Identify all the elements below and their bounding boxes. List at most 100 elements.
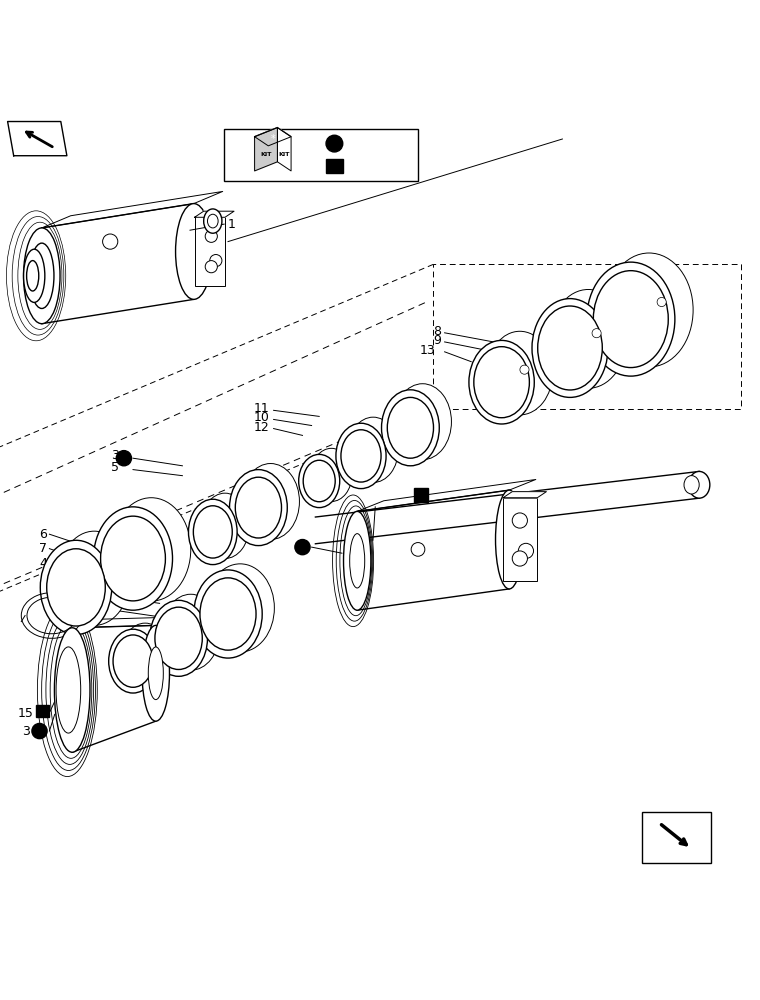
Circle shape	[657, 297, 667, 307]
Ellipse shape	[201, 493, 249, 559]
Ellipse shape	[473, 347, 530, 418]
Circle shape	[592, 329, 601, 338]
Ellipse shape	[242, 464, 299, 540]
Ellipse shape	[40, 540, 112, 635]
Ellipse shape	[236, 477, 281, 538]
Ellipse shape	[311, 448, 352, 502]
Ellipse shape	[24, 228, 60, 324]
Ellipse shape	[303, 460, 335, 502]
Ellipse shape	[194, 570, 262, 658]
Bar	[36, 705, 49, 717]
Ellipse shape	[538, 306, 602, 390]
Polygon shape	[503, 492, 546, 498]
Ellipse shape	[150, 600, 207, 676]
Ellipse shape	[46, 549, 106, 626]
Ellipse shape	[109, 629, 157, 693]
Ellipse shape	[56, 647, 81, 733]
Text: 10: 10	[254, 411, 270, 424]
Text: = 2: = 2	[350, 139, 369, 149]
Ellipse shape	[121, 623, 169, 687]
Circle shape	[32, 723, 47, 739]
Ellipse shape	[336, 423, 386, 489]
Text: 15: 15	[17, 707, 33, 720]
Circle shape	[520, 365, 529, 374]
Ellipse shape	[205, 261, 217, 273]
Text: 8: 8	[432, 325, 441, 338]
Ellipse shape	[206, 564, 274, 652]
Ellipse shape	[344, 511, 371, 610]
Text: 3: 3	[23, 725, 30, 738]
Circle shape	[103, 234, 118, 249]
Ellipse shape	[162, 594, 220, 670]
Bar	[326, 159, 343, 173]
Ellipse shape	[113, 635, 153, 687]
Ellipse shape	[205, 230, 217, 242]
Ellipse shape	[689, 471, 710, 498]
Ellipse shape	[394, 384, 451, 460]
Text: 6: 6	[40, 528, 47, 541]
Text: 4: 4	[40, 557, 47, 570]
Ellipse shape	[112, 498, 191, 601]
Ellipse shape	[55, 628, 90, 752]
Bar	[224, 129, 418, 181]
Text: 3: 3	[112, 449, 119, 462]
Circle shape	[295, 540, 310, 555]
Text: 6: 6	[110, 591, 118, 604]
Ellipse shape	[512, 513, 527, 528]
Ellipse shape	[605, 253, 693, 367]
Polygon shape	[277, 128, 291, 171]
Polygon shape	[195, 211, 234, 217]
Ellipse shape	[230, 470, 287, 546]
Bar	[503, 498, 537, 581]
Ellipse shape	[210, 255, 222, 267]
Ellipse shape	[93, 507, 173, 610]
Ellipse shape	[155, 607, 202, 669]
Text: 1: 1	[228, 218, 236, 231]
Text: = 1 4: = 1 4	[350, 161, 380, 171]
Ellipse shape	[512, 551, 527, 566]
Ellipse shape	[487, 331, 553, 415]
Circle shape	[326, 135, 343, 152]
Ellipse shape	[200, 578, 256, 650]
Ellipse shape	[142, 625, 169, 721]
Ellipse shape	[348, 417, 398, 483]
Ellipse shape	[496, 490, 523, 589]
Ellipse shape	[100, 516, 166, 601]
Polygon shape	[72, 617, 177, 628]
Text: 12: 12	[254, 421, 270, 434]
Polygon shape	[357, 479, 536, 511]
Circle shape	[411, 543, 425, 556]
Circle shape	[116, 451, 131, 466]
Text: 13: 13	[102, 604, 118, 617]
Polygon shape	[255, 128, 277, 171]
Ellipse shape	[59, 531, 130, 625]
Ellipse shape	[30, 243, 54, 308]
Bar	[642, 812, 711, 863]
Polygon shape	[255, 128, 291, 146]
Text: 7: 7	[39, 542, 47, 555]
Ellipse shape	[299, 454, 340, 508]
Ellipse shape	[594, 271, 668, 368]
Polygon shape	[8, 122, 67, 156]
Text: 13: 13	[420, 344, 435, 357]
Ellipse shape	[148, 647, 163, 700]
Ellipse shape	[587, 262, 675, 376]
Ellipse shape	[193, 506, 233, 558]
Bar	[414, 488, 428, 502]
Ellipse shape	[27, 261, 39, 291]
Ellipse shape	[388, 397, 433, 458]
Bar	[195, 217, 225, 286]
Ellipse shape	[204, 209, 222, 233]
Ellipse shape	[518, 543, 534, 559]
Ellipse shape	[532, 299, 608, 397]
Text: 9: 9	[433, 334, 441, 347]
Text: KIT: KIT	[279, 152, 290, 157]
Ellipse shape	[382, 390, 439, 466]
Ellipse shape	[188, 499, 237, 565]
Ellipse shape	[550, 289, 626, 388]
Ellipse shape	[684, 476, 699, 494]
Text: 5: 5	[111, 461, 119, 474]
Ellipse shape	[24, 249, 45, 302]
Ellipse shape	[350, 534, 365, 588]
Ellipse shape	[469, 340, 534, 424]
